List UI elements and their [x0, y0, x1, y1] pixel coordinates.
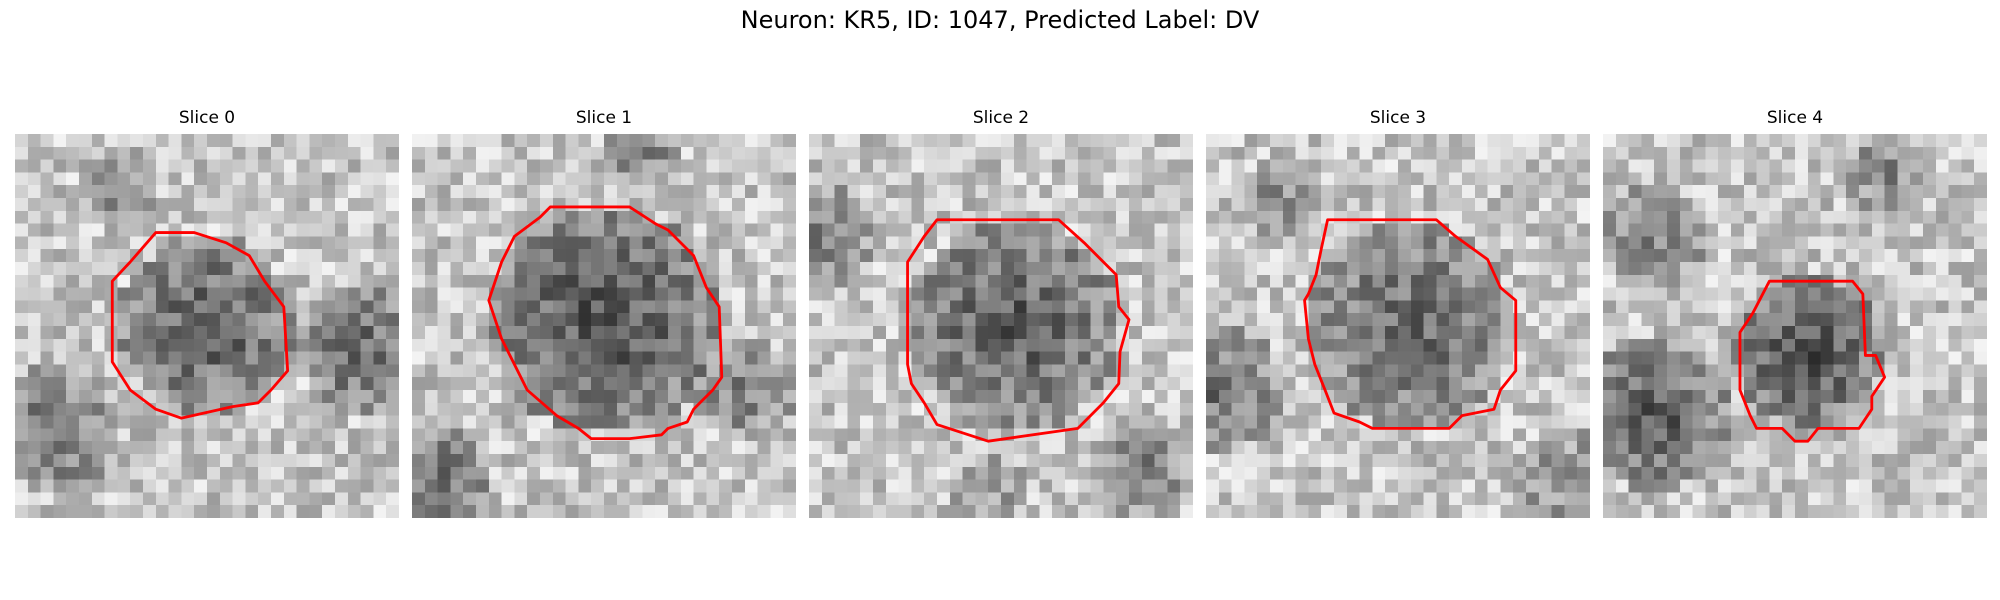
slice-panel-3: Slice 3 [1206, 108, 1590, 518]
roi-outline [1738, 279, 1887, 443]
slice-image-0 [15, 134, 399, 518]
slice-title-3: Slice 3 [1369, 108, 1427, 128]
slice-panel-1: Slice 1 [412, 108, 796, 518]
slice-panel-2: Slice 2 [809, 108, 1193, 518]
slice-title-1: Slice 1 [575, 108, 633, 128]
slice-title-2: Slice 2 [972, 108, 1030, 128]
slice-panel-4: Slice 4 [1603, 108, 1987, 518]
grayscale-pixels [15, 134, 399, 518]
slice-image-4 [1603, 134, 1987, 518]
slice-title-4: Slice 4 [1766, 108, 1824, 128]
grayscale-pixels [1603, 134, 1987, 518]
roi-outline [1303, 218, 1518, 430]
grayscale-pixels [412, 134, 796, 518]
roi-outline [110, 231, 290, 420]
figure-title: Neuron: KR5, ID: 1047, Predicted Label: … [740, 6, 1260, 34]
slice-title-0: Slice 0 [178, 108, 236, 128]
slice-image-1 [412, 134, 796, 518]
grayscale-pixels [809, 134, 1193, 518]
roi-outline [487, 205, 724, 441]
roi-outline [906, 218, 1131, 443]
slice-image-2 [809, 134, 1193, 518]
slice-panel-0: Slice 0 [15, 108, 399, 518]
slice-image-3 [1206, 134, 1590, 518]
grayscale-pixels [1206, 134, 1590, 518]
